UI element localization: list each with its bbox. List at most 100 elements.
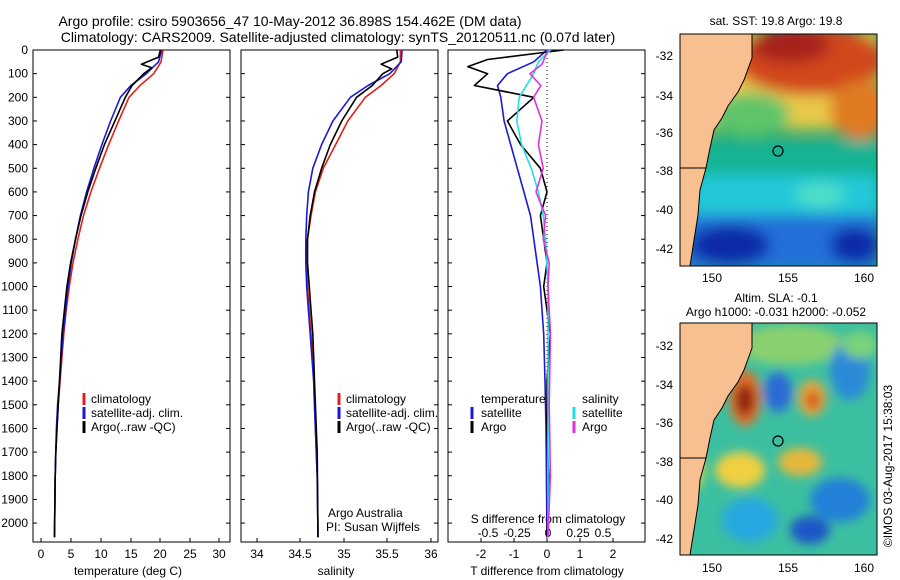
s-diff-tick: 0.25 [566, 526, 590, 540]
series-salinity-satellite [515, 49, 551, 538]
legend-satellite-adj: satellite-adj. clim. [91, 406, 183, 420]
sst-warm-east [830, 80, 877, 140]
sla-xtick: 160 [854, 561, 874, 575]
salinity-xlabel: salinity [318, 564, 355, 578]
depth-tick-label: 1000 [1, 280, 28, 294]
sla-warm-eddy-core [806, 391, 820, 409]
sla-yellow-sw [715, 452, 765, 488]
sst-ytick: -40 [656, 203, 674, 217]
depth-tick-label: 400 [8, 138, 28, 152]
depth-tick-label: 100 [8, 67, 28, 81]
sst-map-xticks: 150 155 160 [702, 271, 874, 285]
sla-anticyclone-core [736, 384, 754, 416]
difference-series [466, 49, 564, 538]
figure-title-line1: Argo profile: csiro 5903656_47 10-May-20… [58, 13, 521, 29]
depth-tick-label: 0 [21, 43, 28, 57]
salinity-series [304, 49, 403, 538]
sst-hottest [750, 34, 830, 63]
sal-xtick: 34.5 [288, 547, 312, 561]
sst-map-frame [679, 33, 878, 267]
temperature-xtick-labels: 0 5 10 15 20 25 30 [38, 547, 226, 561]
depth-tick-label: 600 [8, 185, 28, 199]
sla-ytick: -38 [656, 455, 674, 469]
imos-timestamp: ©IMOS 03-Aug-2017 15:38:03 [881, 385, 895, 548]
series-climatology [53, 49, 164, 538]
depth-tick-label: 1900 [1, 492, 28, 506]
salinity-axis-ticks [241, 49, 438, 542]
sla-ytick: -42 [656, 532, 674, 546]
s-diff-tick: -0.5 [478, 526, 499, 540]
sla-map-title-line2: Argo h1000: -0.031 h2000: -0.052 [686, 305, 866, 319]
depth-tick-label: 2000 [1, 516, 28, 530]
salinity-xtick-labels: 34 34.5 35 35.5 36 [250, 547, 438, 561]
depth-tick-label: 1400 [1, 374, 28, 388]
sla-xtick: 150 [702, 561, 722, 575]
sst-ytick: -32 [656, 49, 674, 63]
sla-land-south [680, 457, 707, 555]
depth-tick-label: 500 [8, 161, 28, 175]
legend-argo: Argo(..raw -QC) [346, 420, 431, 434]
sst-front [680, 140, 877, 180]
sst-cool-band [680, 175, 877, 215]
t-difference-xlabel: T difference from climatology [470, 564, 624, 578]
sst-xtick: 160 [854, 271, 874, 285]
legend-salinity-title: salinity [582, 392, 619, 406]
sla-xtick: 155 [778, 561, 798, 575]
t-diff-tick: 2 [610, 547, 617, 561]
sla-cool-sw [722, 498, 778, 542]
sla-cool-se [810, 478, 870, 522]
depth-tick-label: 800 [8, 232, 28, 246]
sal-xtick: 36 [424, 547, 438, 561]
sst-land-south [680, 167, 707, 266]
legend-satellite-adj: satellite-adj. clim. [346, 406, 438, 420]
legend-argo: Argo(..raw -QC) [91, 420, 176, 434]
sst-ytick: -42 [656, 242, 674, 256]
sst-map-title: sat. SST: 19.8 Argo: 19.8 [710, 14, 843, 28]
sst-xtick: 150 [702, 271, 722, 285]
legend-s-satellite: satellite [582, 406, 623, 420]
temp-xtick: 25 [183, 547, 197, 561]
depth-tick-label: 1500 [1, 398, 28, 412]
sla-map-field [680, 323, 877, 555]
temperature-panel-frame [32, 49, 231, 543]
temp-xtick: 20 [153, 547, 167, 561]
legend-climatology: climatology [91, 392, 151, 406]
sst-coldest-east [830, 227, 877, 263]
depth-tick-label: 200 [8, 90, 28, 104]
sla-map-xticks: 150 155 160 [702, 561, 874, 575]
series-satellite-adj-clim- [304, 49, 403, 538]
sst-coldest-west [690, 225, 770, 265]
sla-cyclone [764, 372, 792, 412]
legend-t-argo: Argo [481, 420, 507, 434]
series-salinity-argo [529, 49, 552, 538]
t-diff-tick: 1 [577, 547, 584, 561]
sal-xtick: 35 [337, 547, 351, 561]
temp-xtick: 30 [212, 547, 226, 561]
sal-xtick: 34 [250, 547, 264, 561]
s-diff-tick: 0.5 [595, 526, 612, 540]
depth-tick-label: 1700 [1, 445, 28, 459]
depth-tick-label: 700 [8, 209, 28, 223]
credit-argo-australia: Argo Australia [328, 506, 403, 520]
depth-tick-label: 900 [8, 256, 28, 270]
series-satellite-adj-clim- [53, 49, 163, 538]
series-climatology [305, 50, 402, 538]
sal-xtick: 35.5 [375, 547, 399, 561]
temp-xtick: 0 [38, 547, 45, 561]
depth-tick-label: 300 [8, 114, 28, 128]
series-temperature-argo [466, 49, 564, 538]
temp-xtick: 5 [68, 547, 75, 561]
legend-temperature-title: temperature [481, 392, 546, 406]
sla-ytick: -32 [656, 339, 674, 353]
series-argo-raw-qc- [306, 49, 399, 538]
salinity-legend: climatology satellite-adj. clim. Argo(..… [337, 392, 438, 434]
sst-map-yticks: -32 -34 -36 -38 -40 -42 [656, 49, 674, 256]
depth-axis: 0 100 200 300 400 500 600 700 800 900 1000 1100 1200… [1, 43, 28, 530]
sla-cold-south [790, 516, 830, 544]
sst-xtick: 155 [778, 271, 798, 285]
series-argo-raw-qc- [53, 49, 162, 538]
sla-profile-marker [772, 435, 784, 447]
sla-ytick: -34 [656, 378, 674, 392]
sst-ytick: -36 [656, 126, 674, 140]
sst-map-field [680, 34, 877, 266]
